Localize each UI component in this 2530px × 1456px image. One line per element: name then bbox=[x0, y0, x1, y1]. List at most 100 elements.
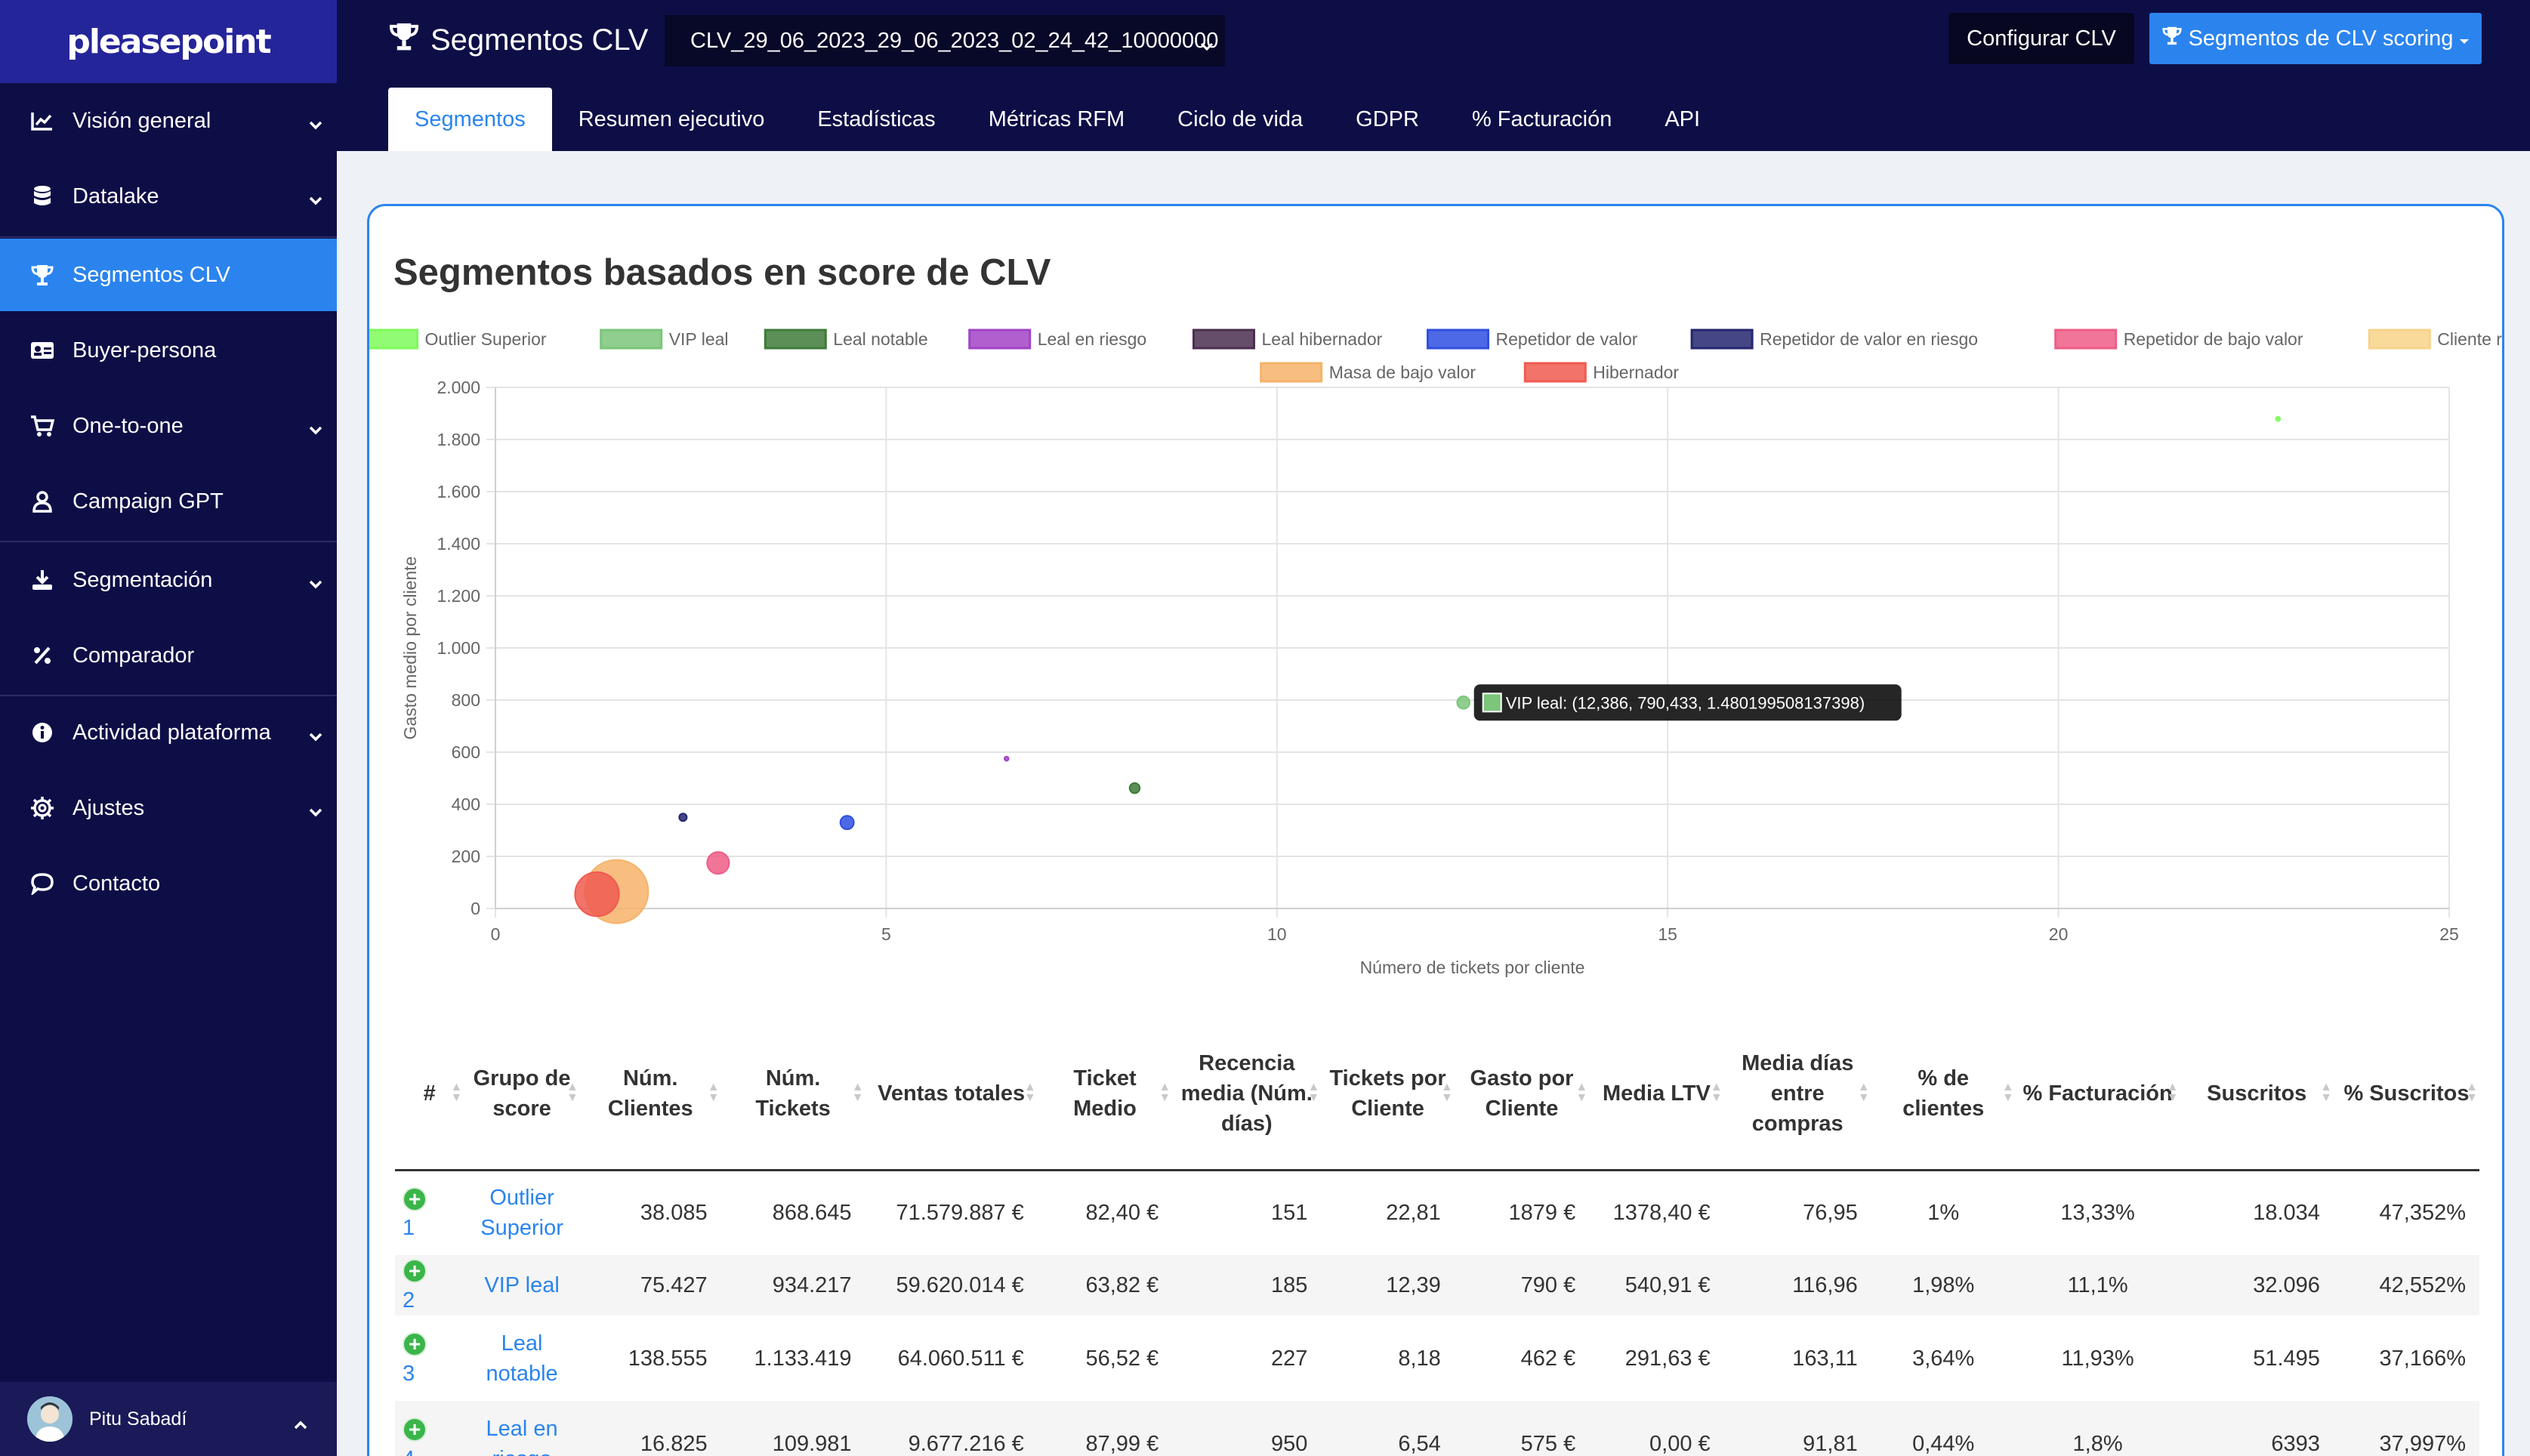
col-header-ticket-medio[interactable]: Ticket Medio ▲ ▼ bbox=[1037, 1019, 1173, 1171]
cell: 540,91 € bbox=[1589, 1255, 1724, 1316]
x-tick-label: 5 bbox=[881, 924, 891, 944]
sidebar-item-buyer-persona[interactable]: Buyer-persona bbox=[0, 314, 337, 387]
row-id[interactable]: 3 bbox=[403, 1361, 415, 1386]
cell: 116,96 bbox=[1723, 1255, 1871, 1316]
legend-label: Hibernador bbox=[1593, 362, 1679, 382]
row-id[interactable]: 2 bbox=[403, 1288, 415, 1313]
sidebar-item-ajustes[interactable]: Ajustes bbox=[0, 772, 337, 844]
table-row[interactable]: +1 Outlier Superior 38.085 868.645 71.57… bbox=[395, 1170, 2479, 1255]
cell: 462 € bbox=[1520, 1346, 1576, 1371]
x-tick-label: 0 bbox=[491, 924, 501, 944]
tab-resumen-ejecutivo[interactable]: Resumen ejecutivo bbox=[578, 106, 765, 131]
col-header-media-ltv[interactable]: Media LTV ▲ ▼ bbox=[1589, 1019, 1724, 1171]
col-header-recencia[interactable]: Recencia media (Núm. días) ▲ ▼ bbox=[1172, 1019, 1322, 1171]
cell: 1% bbox=[1927, 1201, 1960, 1226]
configurar-clv-button[interactable]: Configurar CLV bbox=[1948, 13, 2134, 64]
col-header-gasto-cliente[interactable]: Gasto por Cliente ▲ ▼ bbox=[1454, 1019, 1590, 1171]
tab-estadisticas[interactable]: Estadísticas bbox=[817, 106, 936, 131]
page-title-text: Segmentos CLV bbox=[430, 23, 649, 57]
trophy-icon bbox=[388, 21, 430, 59]
sidebar-item-label: One-to-one bbox=[73, 413, 184, 438]
tab-api[interactable]: API bbox=[1665, 106, 1701, 131]
cell: 12,39 bbox=[1321, 1255, 1455, 1316]
y-tick-label: 1.400 bbox=[437, 534, 480, 554]
col-header-pct-suscritos[interactable]: % Suscritos ▲ ▼ bbox=[2333, 1019, 2479, 1171]
data-point bbox=[706, 851, 730, 875]
cell: 76,95 bbox=[1803, 1201, 1858, 1226]
segments-card: Segmentos basados en score de CLV Outlie… bbox=[367, 204, 2504, 1456]
col-header-tickets-cliente[interactable]: Tickets por Cliente ▲ ▼ bbox=[1321, 1019, 1455, 1171]
sidebar-item-segmentos-clv[interactable]: Segmentos CLV bbox=[0, 239, 337, 311]
expand-row-icon[interactable]: + bbox=[403, 1331, 427, 1356]
sidebar-item-contacto[interactable]: Contacto bbox=[0, 847, 337, 920]
col-header-pct-facturacion[interactable]: % Facturación ▲ ▼ bbox=[2015, 1019, 2180, 1171]
row-group[interactable]: Outlier Superior bbox=[480, 1186, 563, 1241]
sidebar-item-label: Ajustes bbox=[73, 795, 145, 820]
cell: 51.495 bbox=[2253, 1346, 2320, 1371]
chevron-down-icon bbox=[308, 417, 323, 442]
tab-gdpr[interactable]: GDPR bbox=[1356, 106, 1419, 131]
y-tick-label: 1.600 bbox=[437, 482, 480, 501]
col-header-suscritos[interactable]: Suscritos ▲ ▼ bbox=[2180, 1019, 2334, 1171]
cell: 75.427 bbox=[579, 1255, 721, 1316]
legend-swatch bbox=[2368, 329, 2431, 350]
cell: 3,64% bbox=[1912, 1346, 1975, 1371]
tab-segmentos[interactable]: Segmentos bbox=[388, 88, 552, 151]
sidebar-item-campaign-gpt[interactable]: Campaign GPT bbox=[0, 465, 337, 538]
chart-line-icon bbox=[27, 106, 57, 136]
data-point bbox=[2275, 415, 2282, 422]
col-header-grupo[interactable]: Grupo de score ▲ ▼ bbox=[464, 1019, 580, 1171]
col-header-pct-clientes[interactable]: % de clientes ▲ ▼ bbox=[1871, 1019, 2016, 1171]
database-icon bbox=[27, 181, 57, 211]
cell: 1,8% bbox=[2015, 1401, 2180, 1456]
sidebar-item-datalake[interactable]: Datalake bbox=[0, 160, 337, 233]
sidebar-item-actividad-plataforma[interactable]: Actividad plataforma bbox=[0, 696, 337, 769]
col-header-index[interactable]: # ▲ ▼ bbox=[395, 1019, 464, 1171]
table-row[interactable]: +3 Leal notable 138.555 1.133.419 64.060… bbox=[395, 1316, 2479, 1401]
legend-label: Repetidor de valor en riesgo bbox=[1760, 329, 1978, 349]
avatar bbox=[27, 1396, 73, 1442]
cell: 59.620.014 € bbox=[865, 1255, 1038, 1316]
sidebar-item-label: Comparador bbox=[73, 643, 195, 668]
y-tick-label: 600 bbox=[452, 742, 480, 762]
tooltip-box bbox=[1473, 684, 1902, 721]
sidebar-item-comparador[interactable]: Comparador bbox=[0, 619, 337, 692]
col-header-clientes[interactable]: Núm. Clientes ▲ ▼ bbox=[579, 1019, 721, 1171]
table-row[interactable]: +4 Leal en riesgo 16.825 109.981 9.677.2… bbox=[395, 1401, 2479, 1456]
chevron-down-icon bbox=[308, 187, 323, 212]
sidebar-item-segmentacion[interactable]: Segmentación bbox=[0, 544, 337, 616]
cell: 109.981 bbox=[720, 1401, 865, 1456]
expand-row-icon[interactable]: + bbox=[403, 1259, 427, 1284]
sidebar-item-vision-general[interactable]: Visión general bbox=[0, 85, 337, 157]
sidebar-item-one-to-one[interactable]: One-to-one bbox=[0, 390, 337, 462]
row-group[interactable]: VIP leal bbox=[464, 1255, 580, 1316]
row-id[interactable]: 1 bbox=[403, 1216, 415, 1241]
legend-label: Repetidor de bajo valor bbox=[2124, 329, 2303, 349]
page-title: Segmentos CLV bbox=[388, 21, 648, 59]
clv-file-select[interactable]: CLV_29_06_2023_29_06_2023_02_24_42_10000… bbox=[665, 15, 1225, 66]
row-group[interactable]: Leal en riesgo bbox=[464, 1401, 580, 1456]
table-row[interactable]: +2 VIP leal 75.427 934.217 59.620.014 € … bbox=[395, 1255, 2479, 1316]
cell: 37,997% bbox=[2333, 1401, 2479, 1456]
expand-row-icon[interactable]: + bbox=[403, 1417, 427, 1442]
col-header-dias-entre[interactable]: Media días entre compras ▲ ▼ bbox=[1723, 1019, 1871, 1171]
segmentos-clv-scoring-button[interactable]: Segmentos de CLV scoring bbox=[2149, 13, 2482, 64]
legend-swatch bbox=[1523, 362, 1587, 383]
y-tick-label: 200 bbox=[452, 847, 480, 866]
chevron-down-icon bbox=[1199, 33, 1214, 58]
row-group[interactable]: Leal notable bbox=[486, 1331, 558, 1386]
sidebar-item-label: Segmentos CLV bbox=[73, 262, 231, 287]
col-header-ventas[interactable]: Ventas totales ▲ ▼ bbox=[865, 1019, 1038, 1171]
user-menu[interactable]: Pitu Sabadí bbox=[0, 1382, 337, 1456]
logo[interactable]: pleasepoint bbox=[0, 0, 337, 83]
legend-swatch bbox=[1690, 329, 1754, 350]
col-header-tickets[interactable]: Núm. Tickets ▲ ▼ bbox=[720, 1019, 865, 1171]
y-tick-label: 1.800 bbox=[437, 430, 480, 449]
row-id[interactable]: 4 bbox=[403, 1447, 415, 1456]
tab-facturacion[interactable]: % Facturación bbox=[1471, 106, 1612, 131]
legend-swatch bbox=[1427, 329, 1489, 350]
tab-metricas-rfm[interactable]: Métricas RFM bbox=[988, 106, 1125, 131]
cart-icon bbox=[27, 411, 57, 441]
tab-ciclo-de-vida[interactable]: Ciclo de vida bbox=[1177, 106, 1304, 131]
expand-row-icon[interactable]: + bbox=[403, 1186, 427, 1211]
